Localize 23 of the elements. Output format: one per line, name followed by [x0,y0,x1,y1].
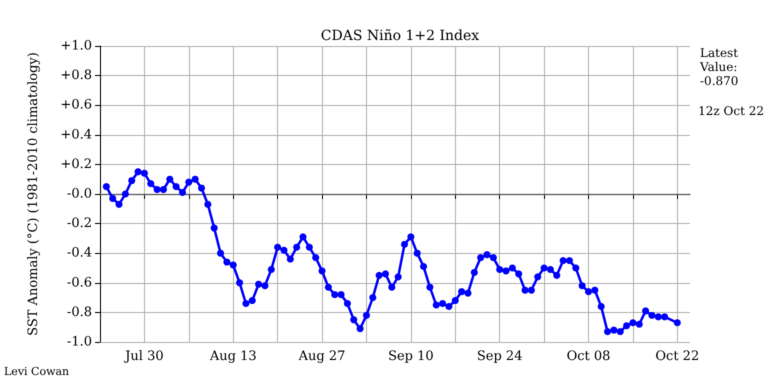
text: Levi Cowan [4,365,70,378]
x-tick-label: Sep 24 [476,349,522,364]
x-tick-label: Aug 27 [298,349,346,364]
x-tick-label: Aug 13 [208,349,257,364]
text: Latest Value: -0.870 [699,46,738,88]
y-tick-label: -1.0 [66,334,92,350]
text: 12z Oct 22 [698,104,764,118]
y-axis-title: SST Anomaly (°C) (1981-2010 climatology) [26,52,41,336]
y-tick-label: +1.0 [60,38,92,54]
x-tick-label: Sep 10 [388,349,434,364]
x-tick-label: Jul 30 [123,349,164,364]
y-tick-label: +0.8 [60,68,92,84]
x-tick-label: Oct 22 [655,349,700,364]
y-tick-label: +0.6 [60,98,92,113]
x-tick-label: Oct 08 [566,349,610,364]
y-tick-label: +0.4 [60,127,92,142]
y-tick-label: -0.4 [66,246,92,261]
y-tick-label: -0.6 [66,275,92,290]
chart-title: CDAS Niño 1+2 Index [320,28,480,44]
y-tick-label: -0.2 [66,216,92,232]
y-tick-label: +0.2 [60,156,92,172]
y-tick-label: -0.0 [66,186,92,202]
y-tick-label: -0.8 [66,304,92,320]
